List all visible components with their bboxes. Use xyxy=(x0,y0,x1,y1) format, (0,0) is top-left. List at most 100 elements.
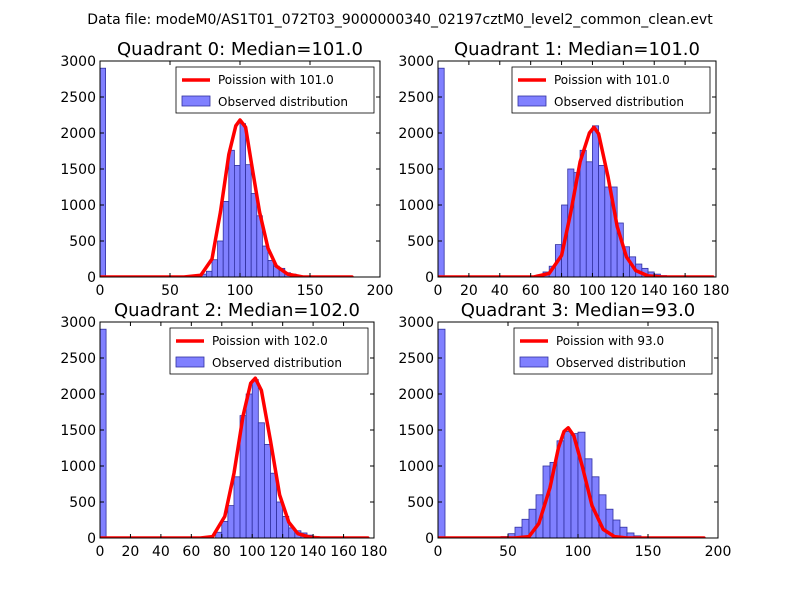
histogram-bar xyxy=(211,259,218,277)
y-tick-label: 0 xyxy=(87,270,96,286)
legend: Poission with 93.0 Observed distribution xyxy=(513,327,713,375)
x-tick-label: 0 xyxy=(434,283,443,299)
x-tick-label: 20 xyxy=(460,283,478,299)
histogram-bar xyxy=(598,164,606,277)
histogram-bar xyxy=(270,472,277,538)
histogram-bar xyxy=(245,393,253,538)
histogram-bar xyxy=(577,431,586,538)
legend-poisson-label: Poission with 102.0 xyxy=(212,334,328,348)
subplots: 0 50 100 150 200050010001500200025003000Quad… xyxy=(60,39,731,560)
x-tick-label: 200 xyxy=(367,283,394,299)
suptitle: Data file: modeM0/AS1T01_072T03_90000003… xyxy=(87,12,713,28)
x-tick-label: 80 xyxy=(213,544,231,560)
histogram-bar xyxy=(257,422,265,538)
y-tick-label: 2500 xyxy=(60,351,96,367)
histogram-bar xyxy=(251,379,259,538)
y-tick-label: 1000 xyxy=(60,198,96,214)
y-tick-label: 500 xyxy=(407,234,434,250)
histogram-bar xyxy=(438,328,446,538)
legend: Poission with 101.0 Observed distribution xyxy=(175,66,375,114)
panel-title: Quadrant 1: Median=101.0 xyxy=(454,39,700,60)
y-tick-label: 500 xyxy=(69,234,96,250)
x-tick-label: 60 xyxy=(522,283,540,299)
y-tick-label: 1500 xyxy=(60,423,96,439)
x-tick-label: 20 xyxy=(122,544,140,560)
poisson-curve xyxy=(438,426,706,538)
plot-content xyxy=(438,328,706,538)
x-tick-label: 180 xyxy=(703,283,730,299)
histogram-bar xyxy=(579,149,587,277)
quadrant-2-panel: 0 20 40 60 80 100 120 140 160 180 0 500 1000 1500 2000… xyxy=(60,300,387,560)
quadrant-3-panel: 0 50 100 150 200050010001500200025003000Quad… xyxy=(398,300,731,560)
x-tick-label: 140 xyxy=(641,283,668,299)
legend-poisson-label: Poission with 101.0 xyxy=(554,73,670,87)
x-tick-label: 150 xyxy=(635,544,662,560)
y-tick-label: 1000 xyxy=(398,459,434,475)
histogram-bar xyxy=(100,67,106,277)
y-tick-label: 1000 xyxy=(60,459,96,475)
y-tick-label: 2500 xyxy=(398,90,434,106)
x-tick-label: 100 xyxy=(565,544,592,560)
histogram-bar xyxy=(245,164,252,277)
y-tick-label: 2000 xyxy=(60,387,96,403)
histogram-bar xyxy=(438,67,445,277)
legend-poisson-label: Poission with 101.0 xyxy=(218,73,334,87)
legend-poisson-label: Poission with 93.0 xyxy=(556,334,664,348)
poisson-curve xyxy=(438,125,715,277)
y-tick-label: 0 xyxy=(425,531,434,547)
histogram-bar xyxy=(233,164,241,277)
panel-title: Quadrant 3: Median=93.0 xyxy=(461,300,696,321)
legend-observed-label: Observed distribution xyxy=(554,95,684,109)
histogram-bar xyxy=(205,270,213,277)
legend: Poission with 101.0 Observed distribution xyxy=(511,66,711,114)
x-tick-label: 160 xyxy=(330,544,357,560)
x-tick-label: 100 xyxy=(239,544,266,560)
plot-content xyxy=(100,67,354,277)
poisson-curve xyxy=(100,118,354,277)
x-tick-label: 100 xyxy=(579,283,606,299)
y-tick-label: 3000 xyxy=(398,54,434,70)
x-tick-label: 0 xyxy=(96,544,105,560)
x-tick-label: 160 xyxy=(672,283,699,299)
histogram-bar xyxy=(233,476,241,538)
y-tick-label: 2000 xyxy=(398,387,434,403)
histogram-bar xyxy=(592,125,600,277)
y-tick-label: 2500 xyxy=(60,90,96,106)
poisson-curve xyxy=(100,376,370,538)
x-tick-label: 40 xyxy=(491,283,509,299)
y-tick-label: 1500 xyxy=(398,423,434,439)
x-tick-label: 0 xyxy=(434,544,443,560)
x-tick-label: 50 xyxy=(499,544,517,560)
x-tick-label: 150 xyxy=(297,283,324,299)
x-tick-label: 180 xyxy=(361,544,388,560)
histogram-bar xyxy=(239,123,246,277)
histogram-bar xyxy=(217,240,224,277)
panel-title: Quadrant 2: Median=102.0 xyxy=(114,300,360,321)
x-tick-label: 0 xyxy=(96,283,105,299)
quadrant-1-panel: 0 20 40 60 80 100 120 140 160 180 0 500 1000 1500 2000… xyxy=(398,39,729,299)
histogram-bar xyxy=(585,161,593,277)
quadrant-0-panel: 0 50 100 150 200050010001500200025003000Quad… xyxy=(60,39,393,299)
x-tick-label: 40 xyxy=(152,544,170,560)
histogram-bar xyxy=(276,501,284,538)
histogram-bar xyxy=(228,149,235,277)
y-tick-label: 1500 xyxy=(398,162,434,178)
y-tick-label: 2000 xyxy=(398,126,434,142)
x-tick-label: 100 xyxy=(227,283,254,299)
histogram-bar xyxy=(263,443,271,538)
x-tick-label: 120 xyxy=(610,283,637,299)
legend-observed-label: Observed distribution xyxy=(556,356,686,370)
legend-observed-swatch xyxy=(519,356,549,368)
x-tick-label: 120 xyxy=(269,544,296,560)
panel-title: Quadrant 0: Median=101.0 xyxy=(117,39,363,60)
legend-observed-label: Observed distribution xyxy=(212,356,342,370)
legend-observed-swatch xyxy=(181,95,211,107)
y-tick-label: 3000 xyxy=(60,315,96,331)
histogram-bar xyxy=(227,505,235,538)
histogram-bar xyxy=(250,193,258,277)
y-tick-label: 0 xyxy=(425,270,434,286)
y-tick-label: 500 xyxy=(69,495,96,511)
y-tick-label: 2500 xyxy=(398,351,434,367)
y-tick-label: 0 xyxy=(87,531,96,547)
